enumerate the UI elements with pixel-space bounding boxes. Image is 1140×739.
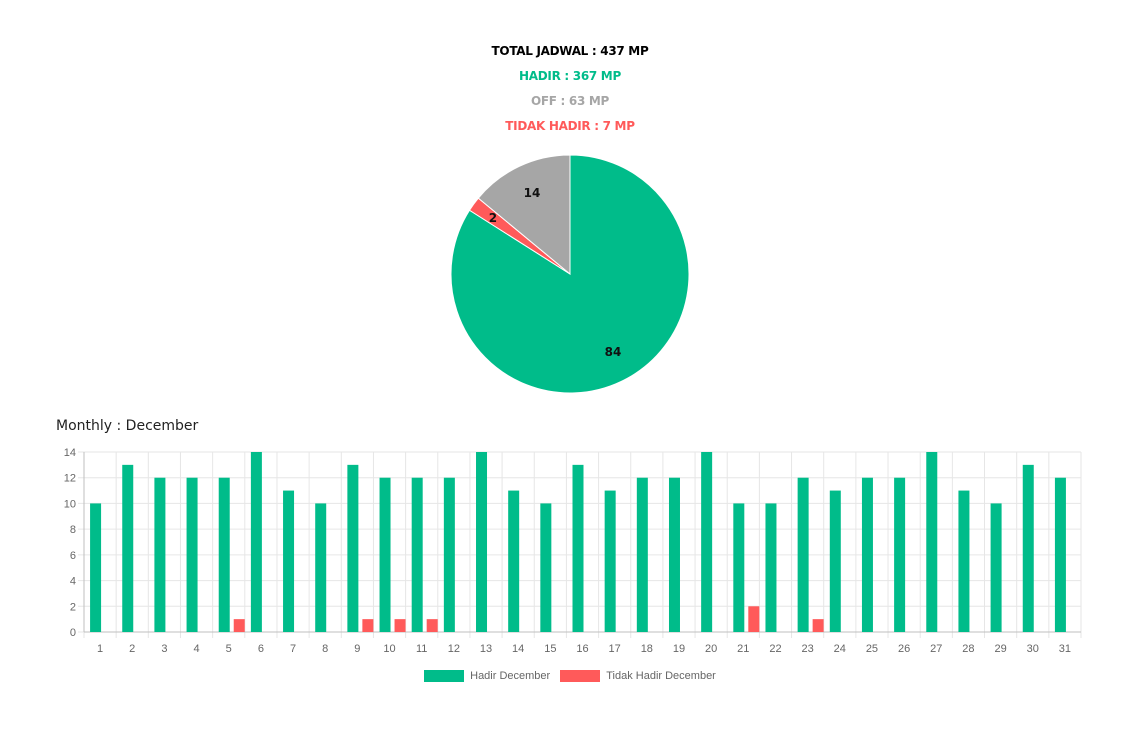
summary-tidak-hadir: TIDAK HADIR : 7 MP: [505, 119, 635, 133]
pie-label-tidak-hadir: 2: [489, 211, 497, 225]
x-tick-label: 29: [994, 643, 1006, 655]
bar-hadir[interactable]: [861, 477, 873, 632]
bar-tidak-hadir[interactable]: [812, 619, 824, 632]
bar-hadir[interactable]: [926, 452, 938, 632]
x-tick-label: 31: [1059, 643, 1071, 655]
bar-hadir[interactable]: [250, 452, 262, 632]
legend-swatch-tidak-hadir: [560, 670, 601, 682]
legend-item-hadir[interactable]: Hadir December: [424, 670, 550, 682]
x-tick-label: 18: [641, 643, 653, 655]
bar-hadir[interactable]: [379, 477, 391, 632]
y-tick-label: 6: [70, 550, 76, 562]
bar-hadir[interactable]: [347, 464, 359, 632]
bar-hadir[interactable]: [283, 490, 295, 632]
legend-item-tidak-hadir[interactable]: Tidak Hadir December: [560, 670, 716, 682]
pie-slice-off[interactable]: [477, 154, 571, 276]
chart-legend: Hadir December Tidak Hadir December: [0, 670, 1140, 682]
x-tick-label: 1: [97, 643, 103, 655]
pie-label-hadir: 84: [605, 345, 622, 359]
pie-chart: 84 2 14: [450, 154, 690, 394]
pie-label-off: 14: [524, 186, 541, 200]
y-tick-label: 8: [70, 524, 76, 536]
x-tick-label: 5: [226, 643, 232, 655]
x-tick-label: 25: [866, 643, 878, 655]
x-tick-label: 19: [673, 643, 685, 655]
legend-label-hadir: Hadir December: [470, 670, 551, 682]
x-tick-label: 10: [383, 643, 395, 655]
x-tick-label: 7: [290, 643, 296, 655]
x-tick-label: 28: [962, 643, 974, 655]
x-tick-label: 4: [194, 643, 200, 655]
bar-hadir[interactable]: [315, 503, 327, 632]
bar-hadir[interactable]: [765, 503, 777, 632]
y-tick-label: 10: [64, 498, 76, 510]
x-tick-label: 20: [705, 643, 717, 655]
x-tick-label: 3: [161, 643, 167, 655]
bar-hadir[interactable]: [154, 477, 166, 632]
x-tick-label: 12: [448, 643, 460, 655]
bar-hadir[interactable]: [958, 490, 970, 632]
bar-hadir[interactable]: [797, 477, 809, 632]
bar-hadir[interactable]: [90, 503, 102, 632]
x-tick-label: 2: [129, 643, 135, 655]
y-tick-label: 0: [70, 627, 76, 639]
legend-label-tidak-hadir: Tidak Hadir December: [606, 670, 716, 682]
bar-hadir[interactable]: [540, 503, 552, 632]
x-tick-label: 17: [609, 643, 621, 655]
monthly-title: Monthly : December: [56, 418, 199, 434]
y-tick-label: 2: [70, 601, 76, 613]
bar-hadir[interactable]: [829, 490, 841, 632]
bar-tidak-hadir[interactable]: [748, 606, 760, 632]
x-tick-label: 13: [480, 643, 492, 655]
x-tick-label: 23: [802, 643, 814, 655]
summary-hadir: HADIR : 367 MP: [519, 69, 621, 83]
x-tick-label: 30: [1027, 643, 1039, 655]
bar-hadir[interactable]: [1022, 464, 1034, 632]
x-tick-label: 15: [544, 643, 556, 655]
bar-hadir[interactable]: [701, 452, 713, 632]
x-tick-label: 14: [512, 643, 524, 655]
y-tick-label: 4: [70, 576, 76, 588]
bar-hadir[interactable]: [186, 477, 198, 632]
x-tick-label: 8: [322, 643, 328, 655]
bar-hadir[interactable]: [443, 477, 455, 632]
x-tick-label: 24: [834, 643, 846, 655]
x-tick-label: 6: [258, 643, 264, 655]
bar-hadir[interactable]: [218, 477, 230, 632]
x-tick-label: 11: [416, 643, 427, 655]
legend-swatch-hadir: [424, 670, 465, 682]
bar-hadir[interactable]: [668, 477, 680, 632]
bar-tidak-hadir[interactable]: [426, 619, 438, 632]
x-tick-label: 26: [898, 643, 910, 655]
bar-hadir[interactable]: [733, 503, 745, 632]
bar-hadir[interactable]: [476, 452, 488, 632]
x-tick-label: 9: [354, 643, 360, 655]
y-tick-label: 12: [64, 473, 76, 485]
bar-tidak-hadir[interactable]: [233, 619, 245, 632]
bar-hadir[interactable]: [411, 477, 423, 632]
summary-off: OFF : 63 MP: [530, 94, 610, 108]
x-tick-label: 22: [769, 643, 781, 655]
summary-total: TOTAL JADWAL : 437 MP: [491, 44, 649, 58]
bar-hadir[interactable]: [122, 464, 134, 632]
x-tick-label: 16: [576, 643, 588, 655]
bar-hadir[interactable]: [636, 477, 648, 632]
bar-hadir[interactable]: [604, 490, 616, 632]
bar-hadir[interactable]: [990, 503, 1002, 632]
y-tick-label: 14: [64, 447, 76, 459]
bar-hadir[interactable]: [1054, 477, 1066, 632]
x-tick-label: 21: [737, 643, 749, 655]
bar-tidak-hadir[interactable]: [362, 619, 374, 632]
bar-tidak-hadir[interactable]: [394, 619, 406, 632]
bar-hadir[interactable]: [894, 477, 906, 632]
x-tick-label: 27: [930, 643, 942, 655]
bar-hadir[interactable]: [508, 490, 520, 632]
bar-hadir[interactable]: [572, 464, 584, 632]
